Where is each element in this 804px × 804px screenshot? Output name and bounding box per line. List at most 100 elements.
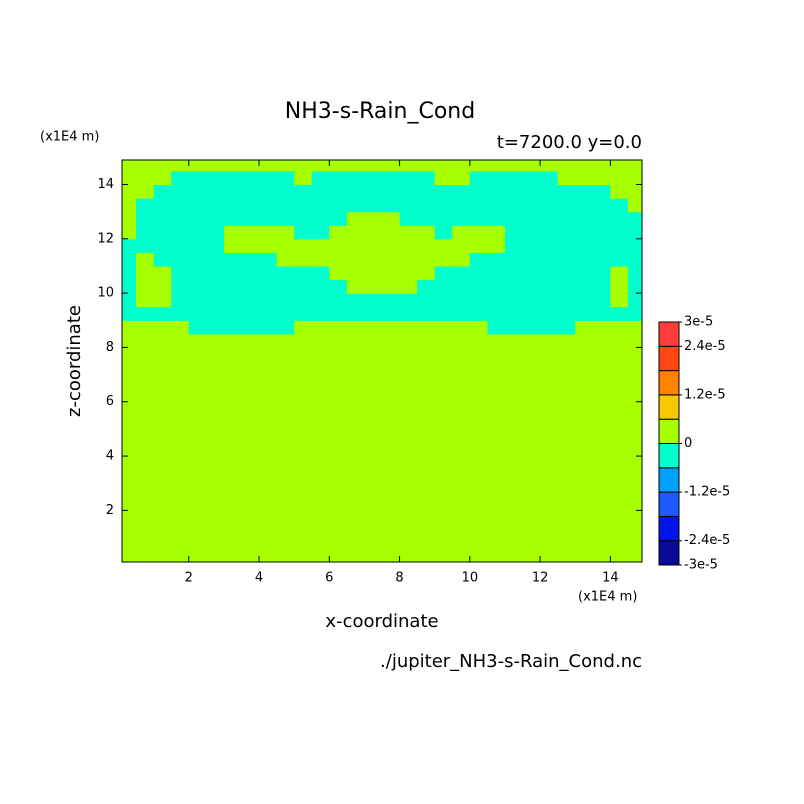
cell	[399, 510, 418, 525]
cell	[122, 170, 137, 186]
cell	[153, 265, 172, 281]
cell	[452, 184, 471, 199]
colorbar-swatch	[658, 515, 680, 542]
cell	[153, 306, 172, 321]
cell	[469, 170, 489, 186]
cell	[504, 456, 524, 471]
cell	[364, 456, 383, 471]
cell	[259, 333, 278, 349]
cell	[206, 320, 225, 335]
cell	[522, 496, 541, 511]
cell	[487, 279, 506, 294]
cell	[223, 361, 243, 376]
cell	[188, 510, 207, 525]
cell	[294, 496, 313, 511]
cell	[540, 523, 559, 539]
cell	[206, 347, 225, 362]
cell	[276, 483, 295, 498]
cell	[540, 211, 559, 226]
cell	[136, 160, 155, 172]
cell	[188, 184, 207, 199]
cell	[171, 388, 190, 403]
cell	[399, 184, 418, 199]
cell	[311, 510, 330, 525]
cell	[206, 265, 225, 281]
cell	[294, 483, 313, 498]
cell	[452, 523, 471, 539]
cell	[223, 415, 243, 430]
cell	[364, 551, 383, 562]
cell	[223, 496, 243, 511]
cell	[122, 537, 137, 552]
cell	[329, 306, 348, 321]
cell	[417, 388, 436, 403]
cell	[188, 320, 207, 335]
cell	[522, 293, 541, 308]
cell	[540, 428, 559, 444]
cell	[452, 170, 471, 186]
cell	[136, 456, 155, 471]
cell	[434, 265, 453, 281]
cell	[627, 293, 642, 308]
cell	[311, 333, 330, 349]
cell	[241, 428, 260, 444]
cell	[469, 428, 489, 444]
cell	[329, 361, 348, 376]
cell	[241, 252, 260, 267]
cell	[276, 523, 295, 539]
cell	[294, 388, 313, 403]
cell	[223, 211, 243, 226]
cell	[504, 442, 524, 457]
cell	[557, 415, 576, 430]
cell	[417, 347, 436, 362]
cell	[557, 388, 576, 403]
cell	[417, 184, 436, 199]
cell	[504, 265, 524, 281]
cell	[399, 265, 418, 281]
cell	[557, 510, 576, 525]
cell	[346, 293, 366, 308]
cell	[206, 306, 225, 321]
cell	[364, 510, 383, 525]
cell	[171, 537, 190, 552]
cell	[241, 320, 260, 335]
cell	[469, 225, 489, 240]
cell	[153, 551, 172, 562]
cell	[136, 388, 155, 403]
cell	[452, 388, 471, 403]
cell	[153, 184, 172, 199]
cell	[557, 333, 576, 349]
cell	[364, 265, 383, 281]
cell	[592, 347, 611, 362]
cell	[153, 279, 172, 294]
cell	[136, 415, 155, 430]
cell	[171, 496, 190, 511]
cell	[136, 170, 155, 186]
cell	[522, 483, 541, 498]
cell	[382, 238, 401, 253]
cell	[364, 198, 383, 213]
cell	[452, 225, 471, 240]
cell	[294, 523, 313, 539]
cell	[153, 293, 172, 308]
cell	[346, 279, 366, 294]
cell	[346, 428, 366, 444]
cell	[417, 551, 436, 562]
cell	[329, 401, 348, 416]
cell	[382, 374, 401, 389]
cell	[452, 361, 471, 376]
cell	[469, 523, 489, 539]
cell	[399, 306, 418, 321]
cell	[206, 428, 225, 444]
cell	[382, 184, 401, 199]
cell	[575, 523, 594, 539]
cell	[434, 252, 453, 267]
cell	[223, 184, 243, 199]
cell	[223, 523, 243, 539]
cell	[171, 347, 190, 362]
cell	[241, 238, 260, 253]
cell	[171, 442, 190, 457]
cell	[259, 198, 278, 213]
cell	[122, 496, 137, 511]
cell	[276, 238, 295, 253]
